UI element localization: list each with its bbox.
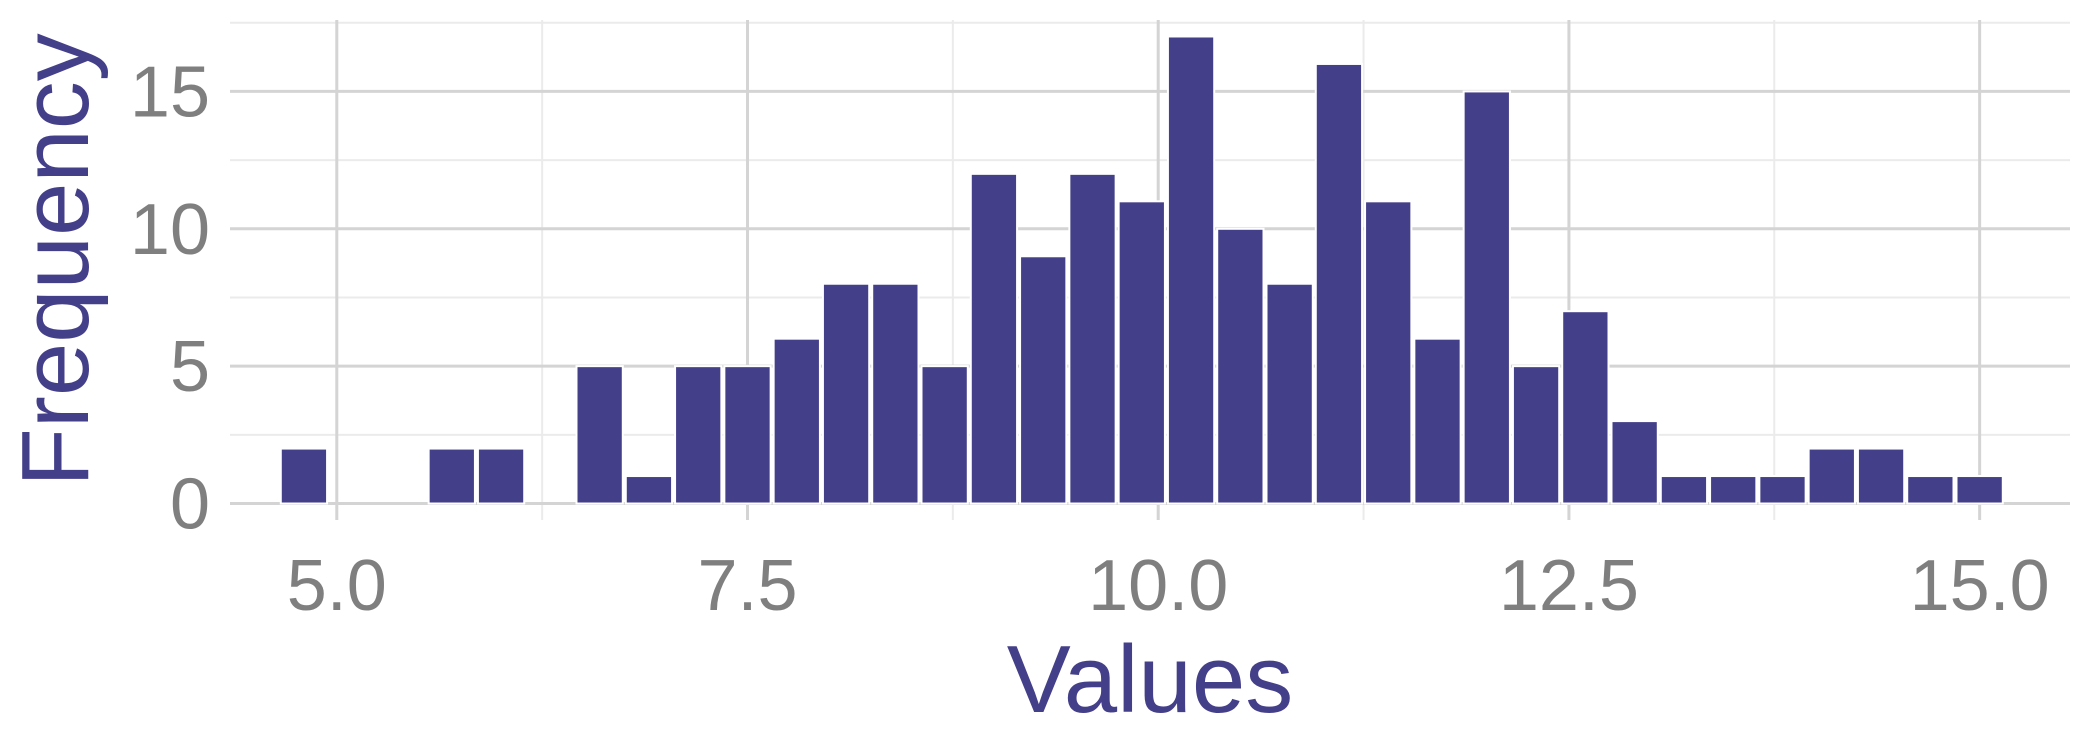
histogram-bar bbox=[1019, 255, 1068, 505]
histogram-bar bbox=[624, 475, 674, 505]
histogram-bar bbox=[1413, 337, 1462, 505]
histogram-bar bbox=[1068, 172, 1117, 505]
histogram-bar bbox=[1511, 365, 1561, 505]
tick-labels: 5.0 7.5 10.0 12.5 15.0 0 5 10 15 bbox=[130, 52, 2050, 626]
histogram-bar bbox=[969, 172, 1019, 505]
x-tick-label: 15.0 bbox=[1910, 546, 2050, 626]
histogram-bar bbox=[1659, 475, 1709, 505]
histogram-bar bbox=[871, 282, 920, 505]
histogram-bar bbox=[1807, 447, 1856, 505]
histogram-bar bbox=[920, 365, 969, 505]
x-tick-label: 12.5 bbox=[1499, 546, 1639, 626]
x-tick-label: 10.0 bbox=[1088, 546, 1228, 626]
histogram-bar bbox=[1364, 200, 1413, 505]
y-tick-label: 10 bbox=[130, 190, 210, 270]
y-tick-label: 0 bbox=[170, 465, 210, 545]
histogram-bar bbox=[1758, 475, 1807, 505]
histogram-bar bbox=[1709, 475, 1758, 505]
y-axis-title: Frequency bbox=[2, 33, 109, 487]
y-tick-label: 5 bbox=[170, 327, 210, 407]
bars bbox=[279, 35, 2004, 505]
histogram-bar bbox=[723, 365, 772, 505]
histogram-bar bbox=[476, 447, 526, 505]
histogram-bar bbox=[1906, 475, 1955, 505]
histogram-bar bbox=[821, 282, 871, 505]
histogram-bar bbox=[1955, 475, 2004, 505]
histogram-bar bbox=[1462, 90, 1511, 505]
histogram-bar bbox=[1610, 420, 1659, 505]
histogram-bar bbox=[772, 337, 821, 505]
histogram-bar bbox=[1561, 310, 1610, 505]
y-tick-label: 15 bbox=[130, 52, 210, 132]
histogram-bar bbox=[1314, 62, 1364, 505]
x-tick-label: 5.0 bbox=[287, 546, 387, 626]
histogram-bar bbox=[575, 365, 624, 505]
histogram-bar bbox=[1117, 200, 1166, 505]
x-tick-label: 7.5 bbox=[697, 546, 797, 626]
histogram-bar bbox=[1216, 227, 1265, 505]
histogram-bar bbox=[427, 447, 476, 505]
histogram-bar bbox=[1265, 282, 1314, 505]
histogram-bar bbox=[1856, 447, 1906, 505]
histogram-bar bbox=[674, 365, 723, 505]
histogram-bar bbox=[1166, 35, 1216, 505]
histogram-bar bbox=[279, 447, 329, 505]
x-axis-title: Values bbox=[1007, 626, 1293, 733]
